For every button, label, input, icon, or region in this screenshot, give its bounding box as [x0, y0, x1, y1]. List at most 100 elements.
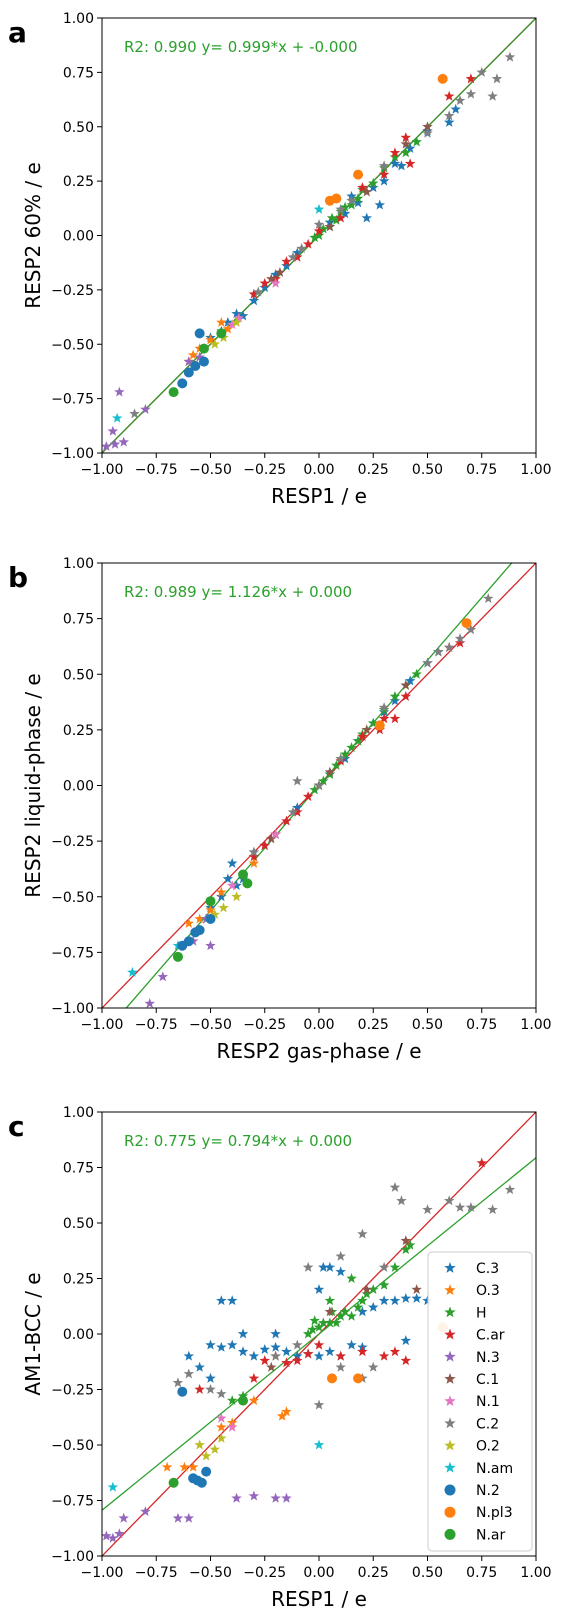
data-point-C.2 — [335, 1361, 346, 1372]
data-point-H — [302, 1328, 314, 1339]
data-point-C.3 — [226, 857, 238, 868]
data-point-H — [368, 177, 379, 188]
data-point-C.ar — [465, 73, 477, 84]
data-point-C.3 — [374, 199, 385, 210]
data-point-C.2 — [129, 408, 140, 419]
data-point-C.2 — [443, 1195, 455, 1206]
data-point-C.3 — [313, 1350, 325, 1361]
x-tick-label: −1.00 — [81, 1565, 124, 1581]
data-point-N.pl3 — [353, 1373, 364, 1384]
data-point-N.3 — [118, 436, 129, 447]
legend-label: O.3 — [476, 1283, 500, 1299]
y-tick-label: 0.75 — [63, 65, 94, 81]
legend-label: C.1 — [476, 1372, 499, 1388]
data-point-C.1 — [400, 679, 412, 690]
data-point-C.ar — [378, 713, 390, 724]
data-point-O.3 — [161, 1461, 173, 1472]
x-tick-label: 0.25 — [358, 1017, 389, 1033]
data-point-H — [313, 230, 325, 240]
data-point-C.ar — [259, 1355, 270, 1366]
data-point-N.3 — [183, 356, 195, 367]
data-point-C.2 — [287, 251, 299, 262]
data-point-N.am — [313, 1439, 325, 1450]
legend-marker-O.3 — [444, 1284, 456, 1296]
plot-area — [102, 18, 536, 453]
data-point-O.2 — [200, 1450, 212, 1461]
data-point-O.3 — [216, 317, 227, 327]
data-point-C.ar — [400, 1355, 412, 1366]
x-tick-label: 0.00 — [303, 1017, 334, 1033]
data-point-C.ar — [378, 1350, 390, 1361]
data-point-C.3 — [183, 1350, 195, 1361]
data-point-C.ar — [292, 1355, 303, 1366]
data-point-C.2 — [216, 1388, 227, 1399]
data-point-C.ar — [259, 840, 270, 851]
data-point-C.2 — [313, 1399, 325, 1410]
legend-label: O.2 — [476, 1439, 500, 1455]
data-point-C.3 — [368, 1301, 379, 1312]
legend-box — [427, 1251, 533, 1552]
data-point-H — [339, 1306, 351, 1317]
x-tick-label: 1.00 — [520, 1017, 551, 1033]
data-point-H — [404, 1239, 416, 1250]
data-point-O.3 — [183, 917, 195, 928]
legend-label: N.2 — [476, 1483, 500, 1499]
y-tick-label: 1.00 — [63, 11, 94, 27]
data-point-N.3 — [144, 998, 155, 1008]
data-point-H — [309, 784, 320, 795]
data-point-H — [335, 1310, 346, 1321]
data-point-O.3 — [187, 349, 199, 360]
data-point-C.2 — [454, 1201, 466, 1212]
data-point-H — [361, 1288, 372, 1299]
y-tick-label: 0.25 — [63, 1272, 94, 1288]
y-tick-label: 0.00 — [63, 779, 94, 795]
data-point-C.3 — [270, 1328, 281, 1339]
data-point-N.1 — [270, 828, 281, 839]
data-point-C.1 — [324, 1306, 336, 1317]
data-point-H — [411, 668, 422, 679]
data-point-H — [339, 201, 351, 212]
data-point-O.3 — [281, 1406, 292, 1417]
y-tick-label: −0.75 — [51, 392, 94, 408]
data-point-N.pl3 — [327, 1373, 338, 1384]
x-axis-title: RESP1 / e — [271, 484, 367, 508]
data-point-N.ar — [168, 387, 179, 398]
data-point-C.2 — [465, 88, 477, 99]
legend-marker-N.ar — [444, 1528, 456, 1540]
y-tick-label: −0.50 — [51, 1438, 94, 1454]
data-point-C.2 — [465, 1201, 477, 1212]
data-point-C.1 — [266, 833, 277, 844]
data-point-H — [346, 1310, 357, 1321]
data-point-C.3 — [368, 182, 379, 193]
data-point-O.2 — [209, 909, 221, 919]
legend-marker-N.am — [444, 1461, 456, 1473]
data-point-N.2 — [177, 378, 188, 389]
data-point-N.3 — [114, 386, 125, 397]
x-tick-label: −1.00 — [81, 1017, 124, 1033]
data-point-N.am — [107, 1481, 119, 1492]
data-point-C.1 — [324, 766, 336, 777]
data-point-C.2 — [396, 1195, 407, 1206]
data-point-C.2 — [253, 286, 264, 297]
data-point-H — [352, 1301, 364, 1312]
y-tick-label: 0.00 — [63, 1327, 94, 1343]
y-tick-label: −1.00 — [51, 446, 94, 462]
data-point-N.2 — [196, 1477, 207, 1488]
data-point-C.ar — [357, 182, 368, 193]
data-point-N.1 — [226, 1421, 238, 1432]
data-point-O.2 — [231, 317, 242, 327]
data-point-C.2 — [504, 51, 516, 62]
data-point-C.2 — [378, 160, 390, 171]
data-point-N.ar — [198, 343, 209, 354]
y-tick-label: −0.50 — [51, 890, 94, 906]
data-point-O.2 — [209, 1443, 221, 1454]
data-point-C.3 — [404, 675, 416, 686]
x-axis-title: RESP2 gas-phase / e — [216, 1039, 421, 1063]
data-point-N.am — [313, 203, 325, 214]
data-point-C.2 — [302, 1261, 314, 1272]
y-axis-title: AM1-BCC / e — [21, 1272, 45, 1395]
data-point-N.2 — [177, 1386, 188, 1397]
data-point-C.2 — [183, 1368, 195, 1379]
data-point-C.2 — [346, 195, 357, 206]
data-point-H — [346, 1273, 357, 1283]
